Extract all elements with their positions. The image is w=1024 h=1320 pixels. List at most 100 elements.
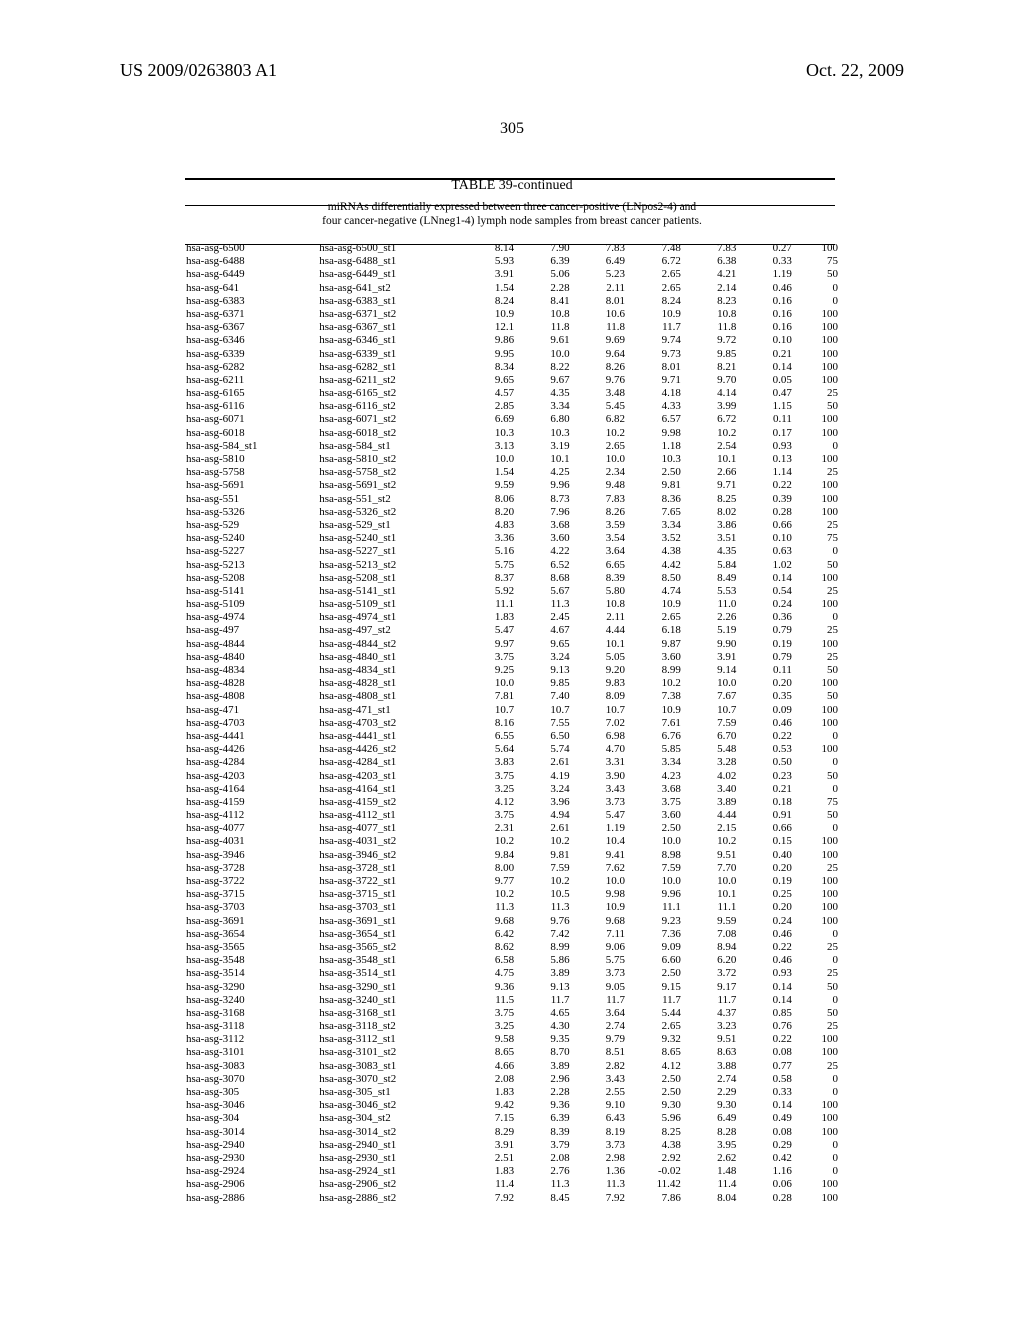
table-row: hsa-asg-6500hsa-asg-6500_st18.147.907.83… — [182, 242, 842, 255]
table-cell: 0.36 — [740, 611, 795, 624]
table-row: hsa-asg-5213hsa-asg-5213_st25.756.526.65… — [182, 559, 842, 572]
table-cell: hsa-asg-5213 — [182, 559, 315, 572]
table-row: hsa-asg-4441hsa-asg-4441_st16.556.506.98… — [182, 730, 842, 743]
table-cell: 5.44 — [629, 1007, 685, 1020]
table-cell: 9.90 — [685, 638, 740, 651]
table-cell: hsa-asg-5240_st1 — [315, 532, 462, 545]
table-cell: 8.28 — [685, 1126, 740, 1139]
table-cell: 100 — [796, 888, 842, 901]
table-cell: hsa-asg-4441 — [182, 730, 315, 743]
table-row: hsa-asg-4840hsa-asg-4840_st13.753.245.05… — [182, 651, 842, 664]
table-cell: 0.20 — [740, 677, 795, 690]
table-cell: 7.96 — [518, 506, 573, 519]
table-row: hsa-asg-3715hsa-asg-3715_st110.210.59.98… — [182, 888, 842, 901]
table-cell: 9.86 — [463, 334, 518, 347]
table-cell: 3.40 — [685, 783, 740, 796]
table-cell: 3.60 — [629, 651, 685, 664]
table-cell: hsa-asg-5810 — [182, 453, 315, 466]
table-cell: 2.55 — [574, 1086, 629, 1099]
table-cell: 100 — [796, 915, 842, 928]
table-cell: 0.10 — [740, 334, 795, 347]
table-cell: 9.96 — [629, 888, 685, 901]
table-cell: 50 — [796, 770, 842, 783]
table-cell: hsa-asg-3101_st2 — [315, 1046, 462, 1059]
table-cell: 9.35 — [518, 1033, 573, 1046]
table-cell: hsa-asg-6371_st2 — [315, 308, 462, 321]
table-cell: 8.21 — [685, 361, 740, 374]
table-cell: 9.70 — [685, 374, 740, 387]
table-cell: 8.22 — [518, 361, 573, 374]
table-cell: 0.50 — [740, 756, 795, 769]
table-cell: 3.52 — [629, 532, 685, 545]
table-cell: 0.58 — [740, 1073, 795, 1086]
table-cell: 11.3 — [518, 1178, 573, 1191]
table-cell: 6.76 — [629, 730, 685, 743]
table-cell: 2.98 — [574, 1152, 629, 1165]
table-cell: 4.67 — [518, 624, 573, 637]
table-cell: 9.36 — [463, 981, 518, 994]
table-cell: 100 — [796, 1046, 842, 1059]
table-row: hsa-asg-4808hsa-asg-4808_st17.817.408.09… — [182, 690, 842, 703]
table-cell: 7.83 — [574, 493, 629, 506]
table-cell: 6.52 — [518, 559, 573, 572]
table-cell: 0.17 — [740, 427, 795, 440]
table-cell: 8.62 — [463, 941, 518, 954]
table-cell: 6.20 — [685, 954, 740, 967]
table-cell: 9.74 — [629, 334, 685, 347]
table-cell: 2.76 — [518, 1165, 573, 1178]
table-cell: 4.19 — [518, 770, 573, 783]
table-cell: 3.86 — [685, 519, 740, 532]
table-cell: 8.65 — [629, 1046, 685, 1059]
table-cell: 0.40 — [740, 849, 795, 862]
table-cell: hsa-asg-6383_st1 — [315, 295, 462, 308]
table-cell: 0.21 — [740, 348, 795, 361]
table-cell: 3.54 — [574, 532, 629, 545]
table-cell: hsa-asg-2906_st2 — [315, 1178, 462, 1191]
table-cell: 9.79 — [574, 1033, 629, 1046]
table-cell: 25 — [796, 387, 842, 400]
table-row: hsa-asg-5810hsa-asg-5810_st210.010.110.0… — [182, 453, 842, 466]
table-cell: hsa-asg-3046_st2 — [315, 1099, 462, 1112]
table-cell: 10.7 — [685, 704, 740, 717]
table-cell: 11.4 — [685, 1178, 740, 1191]
table-cell: 5.64 — [463, 743, 518, 756]
table-cell: hsa-asg-4031_st2 — [315, 835, 462, 848]
table-row: hsa-asg-3548hsa-asg-3548_st16.585.865.75… — [182, 954, 842, 967]
table-cell: hsa-asg-2924_st1 — [315, 1165, 462, 1178]
table-cell: 0.29 — [740, 1139, 795, 1152]
table-cell: 7.81 — [463, 690, 518, 703]
table-cell: 2.45 — [518, 611, 573, 624]
table-cell: 3.89 — [518, 1060, 573, 1073]
table-cell: hsa-asg-5326_st2 — [315, 506, 462, 519]
table-row: hsa-asg-584_st1hsa-asg-584_st13.133.192.… — [182, 440, 842, 453]
table-cell: 0 — [796, 756, 842, 769]
table-row: hsa-asg-2924hsa-asg-2924_st11.832.761.36… — [182, 1165, 842, 1178]
table-cell: 4.44 — [685, 809, 740, 822]
table-cell: hsa-asg-2930_st1 — [315, 1152, 462, 1165]
table-cell: 100 — [796, 506, 842, 519]
table-cell: hsa-asg-5691_st2 — [315, 479, 462, 492]
table-cell: hsa-asg-4159_st2 — [315, 796, 462, 809]
table-cell: 9.59 — [463, 479, 518, 492]
table-cell: hsa-asg-3014 — [182, 1126, 315, 1139]
table-cell: 10.5 — [518, 888, 573, 901]
table-cell: 10.2 — [518, 875, 573, 888]
table-cell: 8.51 — [574, 1046, 629, 1059]
table-cell: hsa-asg-529 — [182, 519, 315, 532]
table-cell: 100 — [796, 348, 842, 361]
table-cell: 3.13 — [463, 440, 518, 453]
table-cell: 0.08 — [740, 1046, 795, 1059]
table-cell: 8.45 — [518, 1192, 573, 1205]
table-cell: 25 — [796, 941, 842, 954]
table-cell: hsa-asg-4703_st2 — [315, 717, 462, 730]
table-cell: 0.11 — [740, 664, 795, 677]
table-cell: hsa-asg-6165_st2 — [315, 387, 462, 400]
table-cell: 2.34 — [574, 466, 629, 479]
table-cell: 0 — [796, 1073, 842, 1086]
table-cell: 7.83 — [574, 242, 629, 255]
table-cell: hsa-asg-4203_st1 — [315, 770, 462, 783]
table-cell: 5.19 — [685, 624, 740, 637]
table-cell: 9.32 — [629, 1033, 685, 1046]
table-row: hsa-asg-3290hsa-asg-3290_st19.369.139.05… — [182, 981, 842, 994]
table-cell: 11.3 — [574, 1178, 629, 1191]
